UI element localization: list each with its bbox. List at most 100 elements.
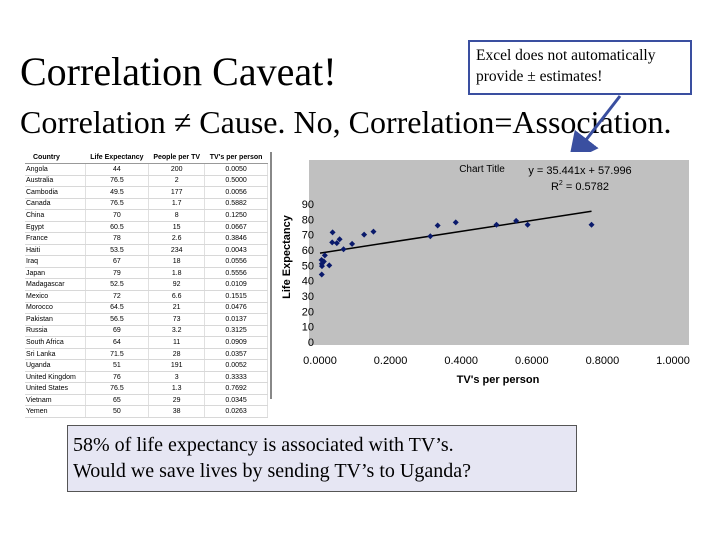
table-row: Iraq 67 18 0.0556 [25, 255, 268, 268]
cell-life-expectancy: 51 [85, 359, 150, 372]
cell-people-per-tv: 234 [148, 244, 206, 257]
cell-life-expectancy: 50 [85, 405, 150, 419]
data-point [336, 236, 343, 243]
cell-country: Australia [25, 175, 86, 188]
cell-country: United Kingdom [25, 371, 86, 384]
cell-people-per-tv: 28 [148, 348, 206, 361]
cell-country: Cambodia [25, 186, 86, 199]
y-axis-label: Life Expectancy [281, 214, 293, 299]
r-squared-label: R2 = 0.5782 [551, 180, 609, 193]
y-tick-label: 40 [302, 276, 314, 288]
cell-people-per-tv: 200 [148, 163, 206, 176]
y-tick-label: 0 [308, 337, 314, 349]
cell-tvs-per-person: 0.0357 [204, 348, 268, 361]
y-tick-label: 60 [302, 245, 314, 257]
cell-tvs-per-person: 0.0667 [204, 221, 268, 234]
cell-life-expectancy: 76.5 [85, 382, 150, 395]
data-point [320, 258, 327, 265]
plot-area [309, 160, 689, 345]
data-point [434, 222, 441, 229]
cell-people-per-tv: 73 [148, 313, 206, 326]
table-row: Madagascar 52.5 92 0.0109 [25, 278, 268, 291]
cell-people-per-tv: 2.6 [148, 232, 206, 245]
cell-tvs-per-person: 0.0109 [204, 278, 268, 291]
table-row: Uganda 51 191 0.0052 [25, 359, 268, 372]
col-header-life-expectancy: Life Expectancy [85, 152, 149, 164]
col-header-people-per-tv: People per TV [148, 152, 205, 164]
cell-people-per-tv: 18 [148, 255, 206, 268]
x-tick-label: 0.2000 [374, 355, 408, 367]
data-point [340, 246, 347, 253]
callout-line-1: Excel does not automatically [476, 47, 656, 64]
cell-people-per-tv: 92 [148, 278, 206, 291]
cell-tvs-per-person: 0.0345 [204, 394, 268, 407]
trendline-equation: y = 35.441x + 57.996 [528, 165, 631, 177]
y-tick-label: 30 [302, 291, 314, 303]
cell-life-expectancy: 53.5 [85, 244, 150, 257]
cell-life-expectancy: 79 [85, 267, 150, 280]
cell-tvs-per-person: 0.0476 [204, 302, 268, 315]
cell-country: Vietnam [25, 394, 86, 407]
cell-people-per-tv: 38 [148, 405, 206, 419]
table-row: Japan 79 1.8 0.5556 [25, 267, 268, 280]
cell-country: Sri Lanka [25, 348, 86, 361]
chart-left-border [270, 152, 272, 399]
cell-people-per-tv: 1.8 [148, 267, 206, 280]
cell-tvs-per-person: 0.7692 [204, 382, 268, 395]
cell-life-expectancy: 69 [85, 325, 150, 338]
table-row: China 70 8 0.1250 [25, 209, 268, 222]
data-point [361, 231, 368, 238]
cell-people-per-tv: 15 [148, 221, 206, 234]
cell-tvs-per-person: 0.1515 [204, 290, 268, 303]
cell-tvs-per-person: 0.0137 [204, 313, 268, 326]
chart-title: Chart Title [459, 164, 505, 175]
cell-people-per-tv: 21 [148, 302, 206, 315]
table-row: Egypt 60.5 15 0.0667 [25, 221, 268, 234]
conclusion-line-1: 58% of life expectancy is associated wit… [73, 434, 454, 456]
table-row: Canada 76.5 1.7 0.5882 [25, 198, 268, 211]
slide-title: Correlation Caveat! [20, 49, 337, 94]
table-row: Sri Lanka 71.5 28 0.0357 [25, 348, 268, 361]
cell-country: Uganda [25, 359, 86, 372]
y-tick-label: 80 [302, 214, 314, 226]
cell-life-expectancy: 52.5 [85, 278, 150, 291]
cell-country: Morocco [25, 302, 86, 315]
cell-life-expectancy: 65 [85, 394, 150, 407]
table-row: Pakistan 56.5 73 0.0137 [25, 313, 268, 326]
x-tick-label: 0.8000 [586, 355, 620, 367]
callout-box: Excel does not automatically provide ± e… [468, 40, 692, 95]
table-row: Yemen 50 38 0.0263 [25, 405, 268, 419]
cell-country: Egypt [25, 221, 86, 234]
cell-country: France [25, 232, 86, 245]
table-row: Morocco 64.5 21 0.0476 [25, 302, 268, 315]
cell-life-expectancy: 44 [85, 163, 150, 176]
table-row: Australia 76.5 2 0.5000 [25, 175, 268, 188]
data-point [329, 239, 336, 246]
y-tick-label: 70 [302, 230, 314, 242]
y-tick-label: 10 [302, 322, 314, 334]
cell-life-expectancy: 76 [85, 371, 150, 384]
data-point [427, 233, 434, 240]
cell-tvs-per-person: 0.0043 [204, 244, 268, 257]
table-row: Cambodia 49.5 177 0.0056 [25, 186, 268, 199]
cell-people-per-tv: 191 [148, 359, 206, 372]
cell-life-expectancy: 56.5 [85, 313, 150, 326]
cell-tvs-per-person: 0.3846 [204, 232, 268, 245]
cell-tvs-per-person: 0.5000 [204, 175, 268, 188]
chart-svg: 0 10 20 30 40 50 60 70 80 90 0.0000 0.2000 0.4000 0.… [270, 152, 700, 399]
cell-people-per-tv: 1.3 [148, 382, 206, 395]
cell-people-per-tv: 11 [148, 336, 206, 349]
cell-tvs-per-person: 0.0052 [204, 359, 268, 372]
cell-people-per-tv: 29 [148, 394, 206, 407]
cell-country: United States [25, 382, 86, 395]
table-header-row: Country Life Expectancy People per TV TV… [25, 152, 268, 164]
cell-people-per-tv: 3.2 [148, 325, 206, 338]
cell-country: Canada [25, 198, 86, 211]
x-tick-label: 0.4000 [444, 355, 478, 367]
cell-country: South Africa [25, 336, 86, 349]
y-tick-label: 90 [302, 199, 314, 211]
table-row: Angola 44 200 0.0050 [25, 163, 268, 176]
col-header-country: Country [25, 152, 86, 164]
cell-country: Haiti [25, 244, 86, 257]
data-point [318, 260, 325, 267]
